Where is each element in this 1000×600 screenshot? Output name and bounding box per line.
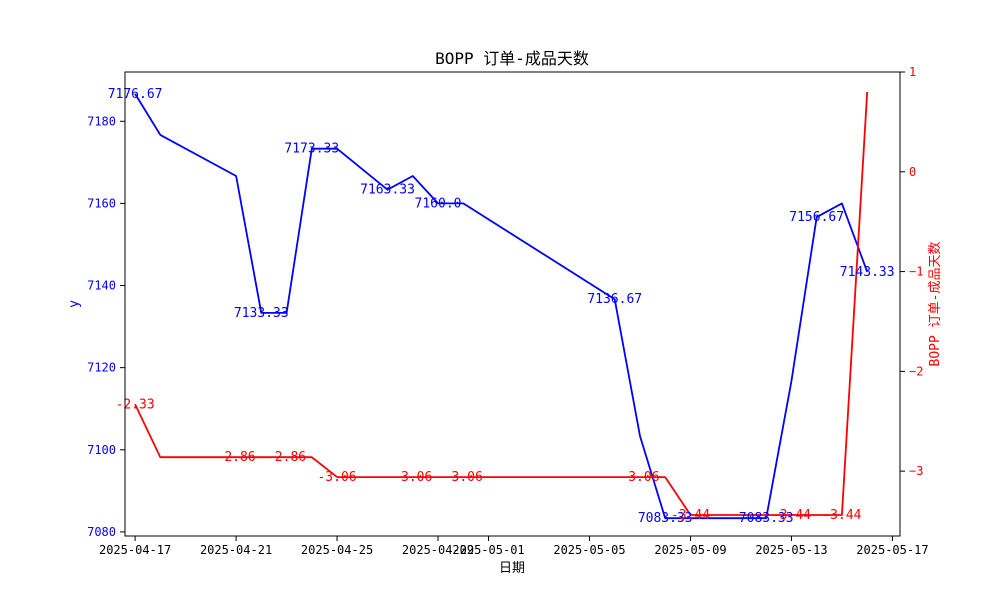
data-label-right: -2.86: [267, 450, 306, 465]
data-label-left: 7173.33: [284, 142, 339, 157]
x-tick-label: 2025-04-25: [301, 543, 373, 557]
y-right-tick-label: 1: [909, 65, 916, 79]
chart-title: BOPP 订单-成品天数: [435, 49, 589, 68]
data-label-right: -3.44: [671, 508, 710, 523]
data-label-right: -3.44: [822, 508, 861, 523]
data-label-right: -2.33: [116, 397, 155, 412]
data-label-right: -2.86: [217, 450, 256, 465]
y-right-tick-label: −3: [909, 464, 923, 478]
data-label-left: 7083.33: [638, 511, 693, 526]
y-left-tick-label: 7140: [87, 279, 116, 293]
y-right-tick-label: −2: [909, 364, 923, 378]
x-tick-label: 2025-04-21: [200, 543, 272, 557]
data-label-left: 7143.33: [840, 265, 895, 280]
x-tick-label: 2025-05-09: [654, 543, 726, 557]
y-left-tick-label: 7100: [87, 443, 116, 457]
x-axis-label: 日期: [499, 561, 525, 576]
x-tick-label: 2025-05-05: [553, 543, 625, 557]
x-tick-label: 2025-05-17: [856, 543, 928, 557]
data-label-right: -3.06: [620, 470, 659, 485]
data-label-left: 7176.67: [108, 87, 163, 102]
x-tick-label: 2025-04-17: [99, 543, 171, 557]
y-axis-right-label: BOPP 订单-成品天数: [928, 242, 943, 367]
data-label-left: 7133.33: [234, 306, 289, 321]
data-label-left: 7136.67: [587, 292, 642, 307]
y-axis-left-label: y: [67, 300, 82, 308]
y-left-tick-label: 7120: [87, 361, 116, 375]
data-label-left: 7163.33: [360, 183, 415, 198]
plot-frame: [124, 71, 901, 537]
data-label-right: -3.06: [317, 470, 356, 485]
y-left-tick-label: 7160: [87, 196, 116, 210]
data-label-left: 7083.33: [739, 511, 794, 526]
data-label-right: -3.06: [393, 470, 432, 485]
data-label-left: 7156.67: [789, 210, 844, 225]
series-line-left: [134, 93, 869, 520]
y-right-tick-label: −1: [909, 265, 923, 279]
series-line-right: [134, 91, 869, 516]
data-label-right: -3.44: [772, 508, 811, 523]
x-tick-label: 2025-05-01: [452, 543, 524, 557]
x-tick-label: 2025-04-29: [402, 543, 474, 557]
data-label-right: -3.06: [444, 470, 483, 485]
plot-area: 2025-04-17 2025-04-21 2025-04-25 2025-04-29…: [87, 65, 928, 557]
y-left-tick-label: 7080: [87, 525, 116, 539]
data-label-left: 7160.0: [415, 196, 462, 211]
x-tick-label: 2025-05-13: [755, 543, 827, 557]
y-right-tick-label: 0: [909, 165, 916, 179]
y-left-tick-label: 7180: [87, 114, 116, 128]
